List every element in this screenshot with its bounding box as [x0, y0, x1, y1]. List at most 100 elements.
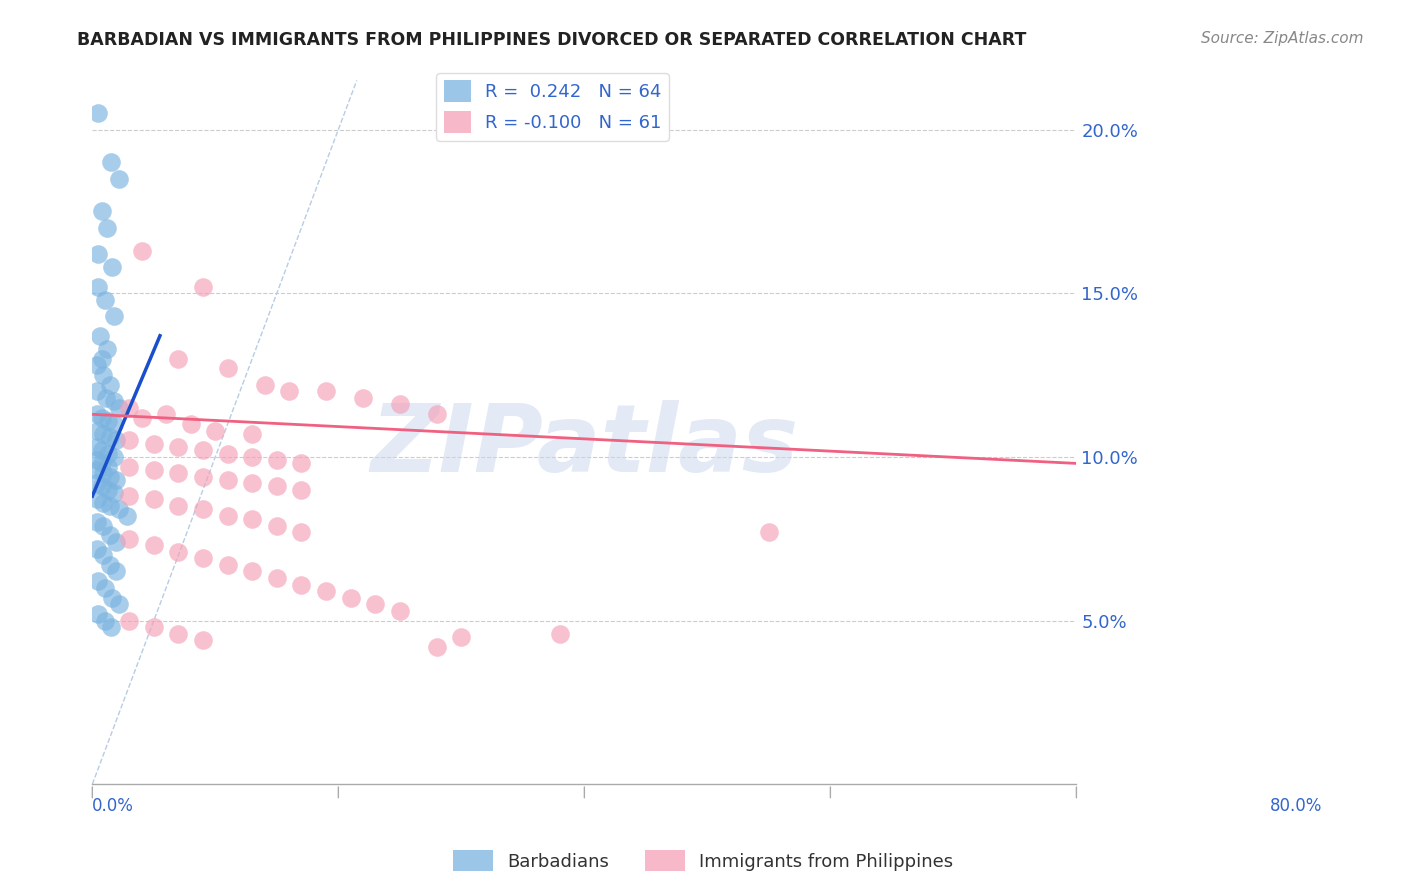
Point [290, 457, 312, 471]
Point [91, 410, 114, 425]
Point [93, 293, 115, 307]
Point [89, 328, 111, 343]
Point [98, 528, 121, 542]
Point [93, 614, 115, 628]
Point [167, 351, 190, 366]
Point [93, 467, 115, 481]
Point [91, 443, 114, 458]
Point [87, 106, 110, 120]
Point [86, 492, 108, 507]
Point [240, 476, 263, 491]
Point [118, 434, 141, 448]
Point [426, 640, 449, 654]
Point [101, 260, 124, 274]
Point [97, 414, 120, 428]
Point [118, 401, 141, 415]
Point [87, 279, 110, 293]
Point [98, 377, 121, 392]
Point [118, 459, 141, 474]
Point [217, 558, 239, 572]
Point [108, 171, 131, 186]
Point [91, 479, 114, 493]
Text: 0.0%: 0.0% [93, 797, 134, 815]
Point [191, 443, 214, 458]
Point [290, 577, 312, 591]
Point [118, 614, 141, 628]
Point [104, 565, 127, 579]
Point [93, 496, 115, 510]
Point [388, 397, 411, 411]
Point [339, 591, 361, 605]
Point [104, 434, 127, 448]
Point [86, 516, 108, 530]
Point [191, 279, 214, 293]
Point [96, 220, 118, 235]
Text: ZIPatlas: ZIPatlas [370, 400, 799, 491]
Point [93, 368, 115, 382]
Point [94, 391, 117, 405]
Point [108, 502, 131, 516]
Point [364, 597, 387, 611]
Point [266, 571, 288, 585]
Point [142, 463, 165, 477]
Point [87, 247, 110, 261]
Point [131, 244, 153, 258]
Point [204, 424, 226, 438]
Point [315, 384, 337, 399]
Point [217, 508, 239, 523]
Point [131, 410, 153, 425]
Point [167, 467, 190, 481]
Point [104, 535, 127, 549]
Point [167, 626, 190, 640]
Point [86, 358, 108, 372]
Point [91, 204, 114, 219]
Point [388, 604, 411, 618]
Point [167, 499, 190, 513]
Point [180, 417, 202, 431]
Point [118, 532, 141, 546]
Point [266, 518, 288, 533]
Point [103, 394, 125, 409]
Point [86, 424, 108, 438]
Point [97, 459, 120, 474]
Point [290, 483, 312, 497]
Text: BARBADIAN VS IMMIGRANTS FROM PHILIPPINES DIVORCED OR SEPARATED CORRELATION CHART: BARBADIAN VS IMMIGRANTS FROM PHILIPPINES… [77, 31, 1026, 49]
Point [108, 401, 131, 415]
Point [217, 447, 239, 461]
Point [98, 558, 121, 572]
Point [93, 518, 115, 533]
Point [91, 457, 114, 471]
Point [98, 469, 121, 483]
Point [167, 440, 190, 454]
Point [87, 574, 110, 589]
Point [266, 479, 288, 493]
Point [240, 450, 263, 464]
Text: Source: ZipAtlas.com: Source: ZipAtlas.com [1201, 31, 1364, 46]
Point [93, 581, 115, 595]
Point [93, 548, 115, 562]
Legend: R =  0.242   N = 64, R = -0.100   N = 61: R = 0.242 N = 64, R = -0.100 N = 61 [436, 73, 669, 141]
Point [290, 525, 312, 540]
Point [98, 499, 121, 513]
Point [155, 407, 177, 421]
Point [86, 384, 108, 399]
Point [86, 440, 108, 454]
Point [191, 551, 214, 566]
Point [103, 309, 125, 323]
Point [87, 607, 110, 621]
Point [103, 486, 125, 500]
Point [278, 384, 301, 399]
Point [97, 447, 120, 461]
Point [266, 453, 288, 467]
Point [100, 155, 122, 169]
Point [103, 417, 125, 431]
Text: 80.0%: 80.0% [1270, 797, 1323, 815]
Point [142, 492, 165, 507]
Point [98, 430, 121, 444]
Point [240, 512, 263, 526]
Point [191, 469, 214, 483]
Point [352, 391, 374, 405]
Point [115, 508, 138, 523]
Point [86, 541, 108, 556]
Point [191, 633, 214, 648]
